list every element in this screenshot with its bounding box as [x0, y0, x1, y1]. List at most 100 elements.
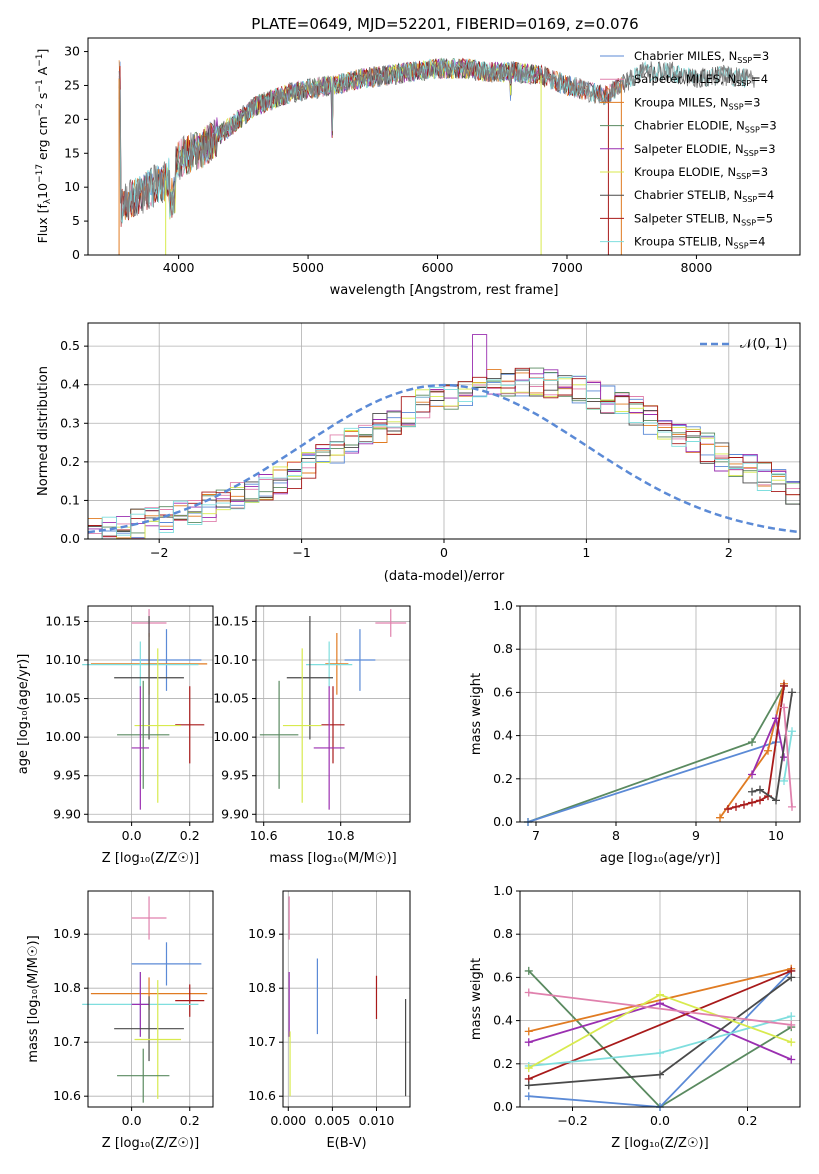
residuals-y-tick-label: 0.5 [60, 338, 80, 353]
age-vs-mass-panel-y-tick-label: 10.15 [213, 613, 249, 628]
weight-vs-z-panel-x-tick-label: 0.0 [650, 1113, 670, 1128]
residuals-x-tick-label: −2 [150, 545, 168, 560]
spectrum-x-tick-label: 7000 [551, 260, 583, 275]
legend-label-salpeter_miles: Salpeter MILES, NSSP=4 [634, 72, 768, 88]
residuals-x-tick-label: 1 [582, 545, 590, 560]
spectrum-x-tick-label: 5000 [292, 260, 324, 275]
spectrum-y-tick-label: 10 [64, 179, 80, 194]
mass-vs-z-panel-x-tick-label: 0.0 [122, 1113, 142, 1128]
mass-vs-ebv-panel-y-tick-label: 10.6 [248, 1088, 276, 1103]
age-vs-mass-panel-x-label: mass [log₁₀(M/M☉)] [269, 851, 396, 866]
age-vs-mass-panel-y-tick-label: 9.90 [221, 806, 249, 821]
weight-line-kroupa_stelib [528, 1015, 792, 1067]
mass-vs-z-panel-y-tick-label: 10.6 [53, 1088, 81, 1103]
parameter-panels: 0.0 0.2 9.90 9.95 10.00 10.05 10.10 10.15 Z [log… [16, 598, 801, 1151]
weight-vs-z-panel-y-label: mass weight [469, 958, 484, 1040]
age-vs-z-panel-x-tick-label: 0.2 [180, 828, 200, 843]
legend-label-salpeter_elodie: Salpeter ELODIE, NSSP=3 [634, 142, 776, 158]
residuals-x-tick-label: −1 [292, 545, 310, 560]
weight-vs-age-panel-y-tick-label: 1.0 [493, 598, 513, 613]
spectrum-frame [87, 37, 801, 256]
age-vs-mass-panel-y-tick-label: 10.00 [213, 729, 249, 744]
weight-vs-z-panel-y-tick-label: 0.8 [493, 926, 513, 941]
weight-vs-age-panel-y-tick-label: 0.0 [493, 814, 513, 829]
age-vs-z-panel-x-label: Z [log₁₀(Z/Z☉)] [102, 851, 199, 866]
age-vs-mass-panel-y-tick-label: 10.10 [213, 652, 249, 667]
spectrum-y-label: Flux [fλ10−17 erg cm−2 s−1 A−1] [35, 49, 53, 244]
weight-vs-age-panel-frame [519, 605, 801, 823]
weight-vs-z-panel-y-tick-label: 0.6 [493, 969, 513, 984]
mass-vs-z-panel-x-tick-label: 0.2 [180, 1113, 200, 1128]
mass-vs-ebv-panel: 0.000 0.005 0.010 10.6 10.7 10.8 10.9 E(B-V) [248, 890, 411, 1151]
weight-vs-z-panel-y-tick-label: 0.0 [493, 1099, 513, 1114]
mass-vs-z-panel-y-label: mass [log₁₀(M/M☉)] [26, 935, 41, 1062]
residuals-y-tick-label: 0.1 [60, 492, 80, 507]
weight-line-salpeter_miles [528, 991, 792, 1026]
weight-vs-z-panel-x-tick-label: 0.2 [738, 1113, 758, 1128]
weight-vs-age-panel-y-label: mass weight [469, 673, 484, 755]
spectrum-x-label: wavelength [Angstrom, rest frame] [330, 283, 559, 298]
age-vs-mass-panel: 10.6 10.8 9.90 9.95 10.00 10.05 10.10 10.15 mass… [213, 605, 411, 866]
age-vs-z-panel: 0.0 0.2 9.90 9.95 10.00 10.05 10.10 10.15 Z [log… [16, 605, 214, 866]
age-vs-z-panel-marks [82, 609, 208, 810]
mass-vs-ebv-panel-x-tick-label: 0.005 [314, 1113, 350, 1128]
residuals-y-ticks: 0.0 0.1 0.2 0.3 0.4 0.5 [60, 338, 88, 546]
spectrum-x-tick-label: 4000 [163, 260, 195, 275]
mass-vs-z-panel-y-tick-label: 10.8 [53, 980, 81, 995]
weight-line-chabrier_stelib [751, 692, 793, 802]
mass-vs-z-panel-y-tick-label: 10.7 [53, 1034, 81, 1049]
weight-vs-age-panel-y-tick-label: 0.2 [493, 771, 513, 786]
spectrum-y-tick-label: 30 [64, 44, 80, 59]
legend-label-kroupa_stelib: Kroupa STELIB, NSSP=4 [634, 235, 765, 251]
mass-vs-z-panel-marks [82, 896, 208, 1103]
normal-curve [87, 383, 801, 534]
weight-line-kroupa_elodie [528, 993, 792, 1069]
legend-label-kroupa_elodie: Kroupa ELODIE, NSSP=3 [634, 165, 768, 181]
mass-vs-z-panel: 0.0 0.2 10.6 10.7 10.8 10.9 Z [log₁₀(Z/Z☉)] mas… [26, 890, 214, 1151]
weight-line-chabrier_miles [527, 685, 785, 823]
weight-line-chabrier_elodie [527, 685, 785, 823]
residuals-y-tick-label: 0.2 [60, 454, 80, 469]
spectrum-x-tick-label: 8000 [681, 260, 713, 275]
weight-vs-age-panel-y-tick-label: 0.4 [493, 728, 513, 743]
spectrum-plot-area [118, 57, 756, 255]
spectrum-data-line [118, 58, 756, 219]
weight-line-salpeter_stelib [727, 685, 785, 810]
spectrum-y-tick-label: 5 [72, 213, 80, 228]
residuals-x-tick-label: 0 [440, 545, 448, 560]
weight-vs-z-panel-y-tick-label: 0.4 [493, 1013, 513, 1028]
residuals-legend: 𝒩(0, 1) [700, 337, 787, 352]
spectrum-panel: 4000 5000 6000 7000 8000 0 5 10 15 20 25 30 wavele… [35, 37, 801, 298]
legend-label-chabrier_miles: Chabrier MILES, NSSP=3 [634, 49, 769, 65]
weight-line-salpeter_miles [783, 707, 793, 807]
mass-vs-ebv-panel-x-label: E(B-V) [326, 1136, 366, 1151]
mass-vs-z-panel-y-tick-label: 10.9 [53, 926, 81, 941]
age-vs-mass-panel-frame [255, 605, 411, 823]
legend-label-chabrier_elodie: Chabrier ELODIE, NSSP=3 [634, 119, 777, 135]
age-vs-z-panel-y-tick-label: 10.15 [45, 613, 81, 628]
age-vs-mass-panel-marks [259, 609, 407, 810]
spectrum-legend: Chabrier MILES, NSSP=3 Salpeter MILES, NS… [600, 49, 777, 251]
mass-vs-ebv-panel-y-tick-label: 10.7 [248, 1034, 276, 1049]
age-vs-z-panel-y-tick-label: 10.00 [45, 729, 81, 744]
weight-vs-age-panel: 7 8 9 10 0.0 0.2 0.4 0.6 0.8 1.0 age [log₁₀(age/yr… [469, 598, 801, 866]
weight-vs-z-panel: −0.2 0.0 0.2 0.0 0.2 0.4 0.6 0.8 1.0 Z [log₁₀(Z/Z… [469, 883, 801, 1151]
mass-vs-ebv-panel-x-tick-label: 0.000 [270, 1113, 306, 1128]
age-vs-z-panel-frame [87, 605, 214, 823]
spectrum-x-ticks: 4000 5000 6000 7000 8000 [163, 255, 713, 275]
weight-vs-age-panel-x-tick-label: 7 [532, 828, 540, 843]
residuals-plot-area [87, 323, 801, 540]
figure-title: PLATE=0649, MJD=52201, FIBERID=0169, z=0… [251, 15, 638, 33]
age-vs-z-panel-x-tick-label: 0.0 [122, 828, 142, 843]
spectrum-y-ticks: 0 5 10 15 20 25 30 [64, 44, 88, 262]
weight-marker-chabrier_elodie [524, 966, 533, 975]
spectrum-y-tick-label: 15 [64, 145, 80, 160]
spectrum-y-tick-label: 25 [64, 77, 80, 92]
mass-vs-z-panel-frame [87, 890, 214, 1108]
residuals-x-label: (data-model)/error [384, 569, 505, 584]
residuals-x-tick-label: 2 [725, 545, 733, 560]
residuals-panel: −2 −1 0 1 2 0.0 0.1 0.2 0.3 0.4 0.5 (data-model)/… [36, 322, 801, 584]
mass-vs-ebv-panel-y-tick-label: 10.9 [248, 926, 276, 941]
mass-vs-ebv-panel-frame [282, 890, 411, 1108]
mass-vs-ebv-panel-y-tick-label: 10.8 [248, 980, 276, 995]
